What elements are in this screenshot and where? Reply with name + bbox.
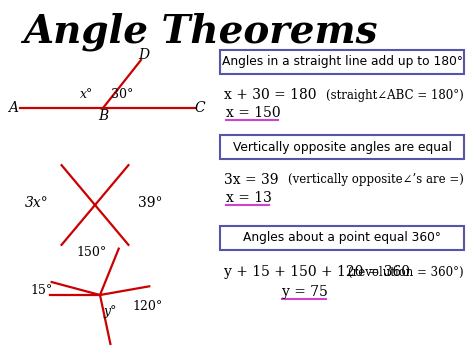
Text: x = 150: x = 150: [226, 106, 281, 120]
Text: Angles in a straight line add up to 180°: Angles in a straight line add up to 180°: [221, 55, 463, 69]
Text: (revolution = 360°): (revolution = 360°): [348, 266, 464, 279]
Text: x°: x°: [81, 88, 94, 102]
Text: 150°: 150°: [77, 246, 107, 260]
Text: 3x = 39: 3x = 39: [224, 173, 279, 187]
Text: (vertically opposite∠’s are =): (vertically opposite∠’s are =): [288, 174, 464, 186]
Text: (straight∠ABC = 180°): (straight∠ABC = 180°): [326, 88, 464, 102]
Text: Vertically opposite angles are equal: Vertically opposite angles are equal: [233, 141, 451, 153]
Text: Angle Theorems: Angle Theorems: [23, 13, 377, 51]
Text: B: B: [98, 109, 108, 123]
Text: C: C: [195, 101, 205, 115]
Text: y = 75: y = 75: [282, 285, 328, 299]
Text: x = 13: x = 13: [226, 191, 272, 205]
Text: 30°: 30°: [111, 88, 133, 102]
Text: A: A: [8, 101, 18, 115]
FancyBboxPatch shape: [220, 50, 464, 74]
Text: y°: y°: [103, 305, 117, 317]
Text: D: D: [138, 48, 150, 62]
FancyBboxPatch shape: [220, 226, 464, 250]
Text: Angles about a point equal 360°: Angles about a point equal 360°: [243, 231, 441, 245]
Text: 3x°: 3x°: [25, 196, 49, 210]
Text: 15°: 15°: [31, 284, 53, 296]
FancyBboxPatch shape: [220, 135, 464, 159]
Text: x + 30 = 180: x + 30 = 180: [224, 88, 317, 102]
Text: 39°: 39°: [138, 196, 162, 210]
Text: y + 15 + 150 + 120 = 360: y + 15 + 150 + 120 = 360: [224, 265, 410, 279]
Text: 120°: 120°: [133, 300, 163, 313]
